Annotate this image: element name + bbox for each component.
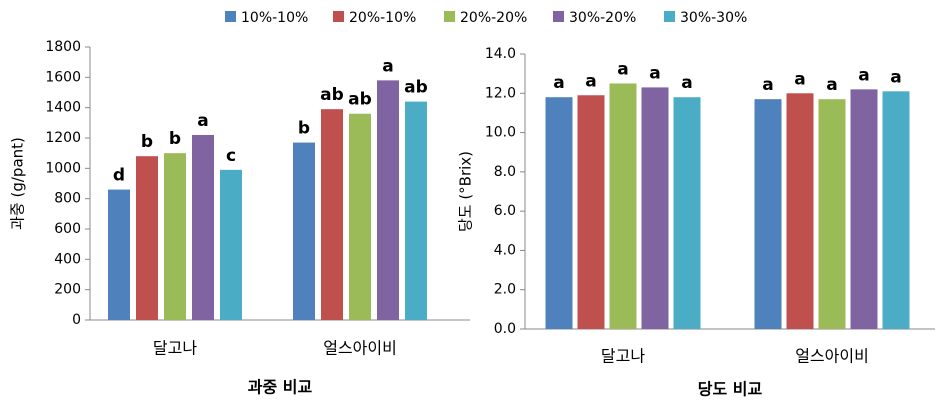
y-tick-label: 800 — [54, 191, 81, 207]
x-tick-label: 달고나 — [153, 339, 197, 358]
significance-letter: a — [794, 69, 805, 89]
legend-label: 30%-20% — [569, 10, 636, 26]
bar — [850, 89, 878, 329]
legend-label: 20%-10% — [349, 10, 416, 26]
y-tick-label: 1000 — [45, 160, 81, 176]
significance-letter: a — [649, 63, 660, 83]
bar — [192, 134, 214, 320]
y-tick-label: 4.0 — [494, 242, 516, 258]
y-tick-label: 400 — [54, 251, 81, 267]
significance-letter: a — [617, 59, 628, 79]
significance-letter: ab — [404, 78, 428, 98]
y-tick-label: 2.0 — [494, 282, 516, 298]
y-tick-label: 12.0 — [485, 85, 516, 101]
significance-letter: a — [858, 65, 869, 85]
bar — [108, 189, 130, 320]
y-tick-label: 8.0 — [494, 164, 516, 180]
x-tick-label: 달고나 — [601, 347, 645, 366]
significance-letter: d — [113, 166, 125, 186]
y-tick-label: 0 — [72, 312, 81, 328]
y-tick-label: 1600 — [45, 69, 81, 85]
bar — [673, 97, 701, 329]
y-tick-label: 600 — [54, 221, 81, 237]
legend-swatch — [444, 11, 455, 22]
bar — [349, 113, 371, 320]
significance-letter: a — [553, 73, 564, 93]
y-tick-label: 0.0 — [494, 321, 516, 337]
y-tick-label: 6.0 — [494, 203, 516, 219]
y-tick-label: 1400 — [45, 100, 81, 116]
x-axis-title: 당도 비교 — [698, 380, 763, 399]
significance-letter: a — [197, 111, 208, 131]
legend-label: 20%-20% — [460, 10, 527, 26]
significance-letter: a — [826, 75, 837, 95]
bar — [136, 156, 158, 320]
significance-letter: a — [382, 56, 393, 76]
significance-letter: a — [585, 71, 596, 91]
legend-swatch — [225, 11, 236, 22]
bar — [220, 169, 242, 320]
legend-swatch — [553, 11, 564, 22]
significance-letter: b — [169, 129, 181, 149]
bar — [293, 142, 315, 320]
legend-label: 10%-10% — [241, 10, 308, 26]
y-tick-label: 1200 — [45, 130, 81, 146]
significance-letter: a — [890, 67, 901, 87]
y-tick-label: 1800 — [45, 39, 81, 55]
x-tick-label: 얼스아이비 — [323, 339, 397, 358]
bar — [164, 153, 186, 320]
significance-letter: c — [226, 146, 236, 166]
bar — [818, 99, 846, 329]
significance-letter: a — [762, 75, 773, 95]
y-tick-label: 200 — [54, 282, 81, 298]
bar — [609, 83, 637, 329]
bar — [545, 97, 573, 329]
bar — [641, 87, 669, 330]
y-tick-label: 10.0 — [485, 125, 516, 141]
y-axis-title: 과중 (g/pant) — [9, 137, 27, 230]
bar — [786, 93, 814, 330]
bar — [754, 99, 782, 329]
bar — [577, 95, 605, 329]
legend-swatch — [333, 11, 344, 22]
x-tick-label: 얼스아이비 — [795, 347, 869, 366]
bar — [321, 109, 343, 320]
significance-letter: ab — [320, 85, 344, 105]
y-axis-title: 당도 (°Brix) — [457, 151, 475, 232]
significance-letter: b — [141, 132, 153, 152]
bar — [882, 91, 910, 329]
legend-swatch — [664, 11, 675, 22]
x-axis-title: 과중 비교 — [248, 378, 313, 397]
y-tick-label: 14.0 — [485, 46, 516, 62]
bar — [377, 80, 399, 320]
significance-letter: a — [681, 73, 692, 93]
significance-letter: ab — [348, 90, 372, 110]
significance-letter: b — [298, 119, 310, 139]
legend-label: 30%-30% — [680, 10, 747, 26]
bar — [405, 101, 427, 320]
